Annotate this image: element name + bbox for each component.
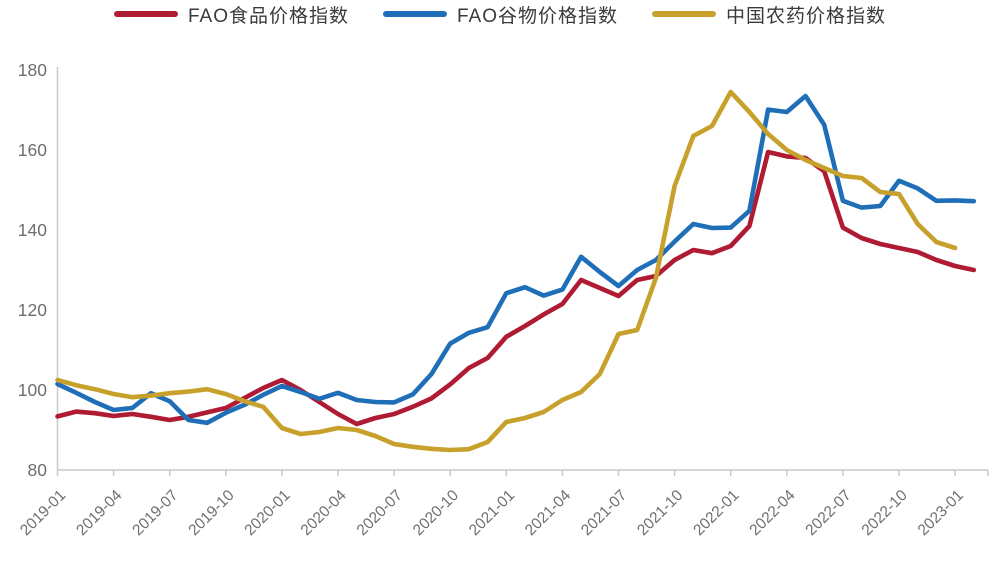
legend-swatch-fao-cereal <box>382 11 447 17</box>
fao-cereal-line <box>55 93 977 426</box>
y-tick-label: 80 <box>28 460 48 480</box>
y-tick-label: 160 <box>18 140 47 160</box>
x-tick-label: 2019-07 <box>129 487 181 539</box>
legend-swatch-fao-food <box>113 11 178 17</box>
x-tick-label: 2021-01 <box>466 487 518 539</box>
x-tick-label: 2023-01 <box>915 487 967 539</box>
legend-item-china-pesticide: 中国农药价格指数 <box>652 1 886 28</box>
x-tick-label: 2019-04 <box>73 487 126 540</box>
x-tick-label: 2019-10 <box>185 487 238 540</box>
x-tick-label: 2020-10 <box>410 487 463 540</box>
legend: FAO食品价格指数 FAO谷物价格指数 中国农药价格指数 <box>0 0 1000 28</box>
y-tick-label: 100 <box>18 380 47 400</box>
x-tick-label: 2022-07 <box>802 487 854 539</box>
legend-label-fao-food: FAO食品价格指数 <box>187 5 349 27</box>
legend-label-fao-cereal: FAO谷物价格指数 <box>456 5 618 27</box>
x-tick-label: 2019-01 <box>17 487 69 539</box>
y-tick-label: 140 <box>18 220 47 240</box>
x-tick-label: 2022-04 <box>746 487 799 540</box>
x-tick-label: 2020-04 <box>298 487 351 540</box>
x-tick-label: 2021-10 <box>634 487 687 540</box>
x-tick-label: 2021-04 <box>522 487 575 540</box>
legend-item-fao-cereal: FAO谷物价格指数 <box>382 1 618 28</box>
x-tick-label: 2020-07 <box>354 487 406 539</box>
legend-item-fao-food: FAO食品价格指数 <box>113 1 349 28</box>
y-tick-label: 120 <box>18 300 47 320</box>
x-tick-label: 2022-01 <box>690 487 742 539</box>
x-tick-label: 2022-10 <box>859 487 912 540</box>
x-tick-label: 2020-01 <box>241 487 293 539</box>
china-pesticide-line <box>55 89 958 453</box>
y-tick-label: 180 <box>18 60 47 80</box>
legend-swatch-china-pesticide <box>652 11 716 17</box>
legend-label-china-pesticide: 中国农药价格指数 <box>726 5 887 27</box>
x-tick-label: 2021-07 <box>578 487 630 539</box>
